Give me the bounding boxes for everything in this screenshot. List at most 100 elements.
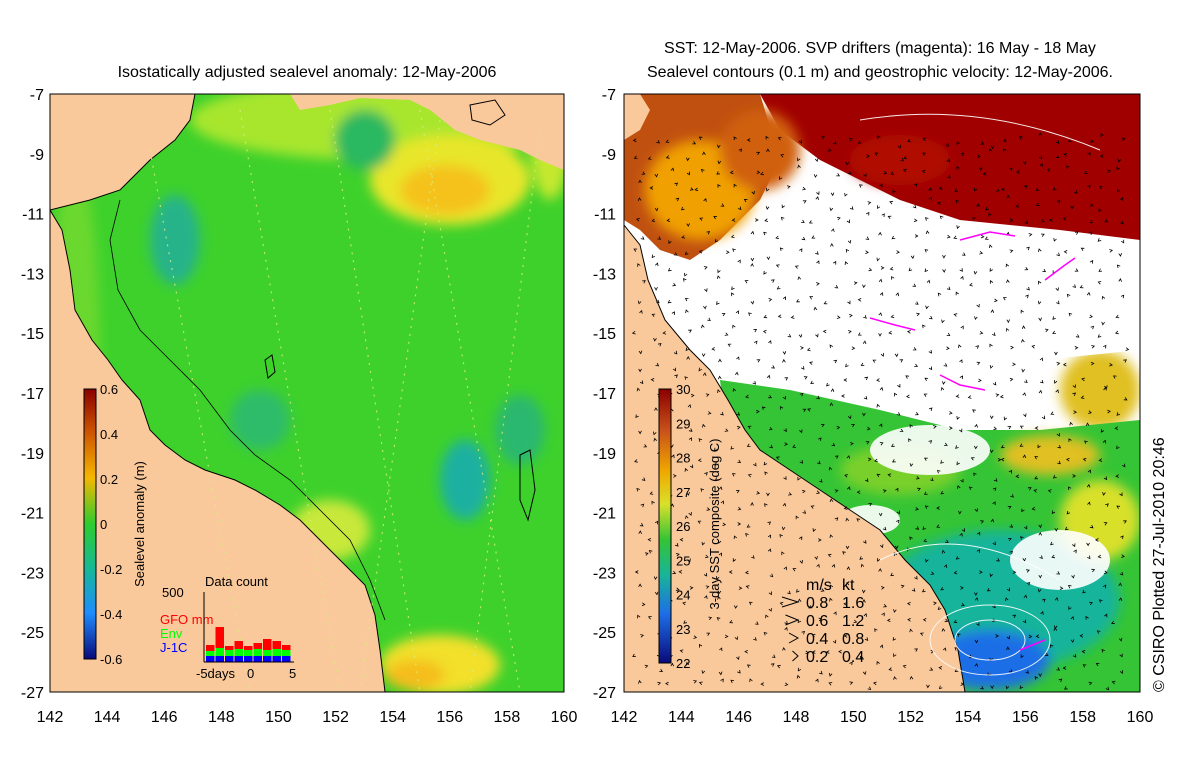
- velocity-arrow: [868, 503, 873, 507]
- velocity-arrow: [650, 378, 655, 382]
- velocity-arrow: [766, 187, 770, 192]
- velocity-arrow: [1115, 474, 1120, 478]
- velocity-arrow: [1003, 148, 1007, 153]
- lat-tick-right-3: -13: [593, 266, 616, 283]
- velocity-arrow: [865, 478, 869, 483]
- velocity-arrow: [775, 235, 780, 240]
- legend-env: Env: [160, 626, 183, 641]
- data-count-bar-segment: [282, 656, 291, 662]
- velocity-arrow: [648, 550, 653, 554]
- velocity-arrow: [903, 155, 908, 160]
- velocity-arrow: [902, 168, 907, 173]
- velocity-arrow: [731, 292, 735, 297]
- data-count-inset: Data count 500 GFO mm Env J-1C -5days 0 …: [160, 574, 296, 681]
- velocity-arrow: [933, 601, 937, 606]
- velocity-arrow: [668, 240, 672, 245]
- velocity-arrow: [975, 345, 980, 349]
- velocity-arrow: [779, 176, 783, 181]
- sea-level-colorbar: [83, 388, 97, 660]
- velocity-arrow: [982, 171, 987, 176]
- data-count-bar-segment: [253, 643, 262, 649]
- velocity-arrow: [689, 586, 694, 590]
- data-count-bar-segment: [263, 650, 272, 656]
- velocity-arrow: [697, 458, 702, 462]
- velocity-arrow: [866, 154, 871, 158]
- velocity-arrow: [865, 250, 869, 254]
- velocity-arrow: [954, 647, 959, 651]
- velocity-arrow: [808, 220, 813, 224]
- velocity-arrow: [802, 186, 807, 191]
- velocity-arrow: [955, 291, 959, 296]
- left-longitude-ticks: 142 144 146 148 150 152 154 156 158 160: [37, 709, 578, 726]
- velocity-arrow: [745, 533, 749, 537]
- velocity-arrow: [743, 198, 748, 203]
- velocity-arrow: [828, 466, 833, 471]
- velocity-arrow: [717, 160, 722, 165]
- velocity-arrow: [784, 682, 789, 686]
- velocity-arrow: [1005, 685, 1010, 690]
- velocity-arrow: [1009, 167, 1013, 172]
- lon-tick-left-5: 152: [322, 709, 349, 726]
- velocity-arrow: [771, 654, 776, 659]
- velocity-arrow: [775, 456, 780, 460]
- velocity-arrow: [828, 148, 832, 153]
- velocity-arrow: [878, 568, 882, 572]
- velocity-arrow: [909, 536, 913, 541]
- velocity-arrow: [893, 653, 897, 658]
- velocity-arrow: [929, 667, 934, 671]
- velocity-arrow: [816, 191, 820, 196]
- velocity-arrow: [701, 324, 705, 329]
- velocity-arrow: [940, 386, 945, 391]
- velocity-arrow: [637, 614, 641, 619]
- velocity-arrow: [632, 653, 636, 657]
- velocity-arrow: [768, 394, 772, 399]
- lon-tick-left-3: 148: [208, 709, 235, 726]
- velocity-arrow: [1119, 670, 1123, 674]
- velocity-arrow: [914, 648, 919, 652]
- velocity-arrow: [856, 518, 861, 522]
- data-count-bar-segment: [272, 641, 281, 649]
- velocity-arrow: [719, 647, 723, 652]
- sst-tick-8: 22: [676, 656, 690, 671]
- velocity-arrow: [1063, 153, 1068, 157]
- velocity-arrow: [684, 272, 688, 277]
- velocity-arrow: [992, 604, 996, 609]
- left-panel-title: Isostatically adjusted sealevel anomaly:…: [117, 64, 497, 81]
- velocity-arrow: [1020, 309, 1024, 314]
- velocity-arrow: [640, 634, 645, 638]
- velocity-arrow: [945, 143, 949, 148]
- velocity-arrow: [688, 329, 692, 333]
- velocity-arrow: [914, 183, 918, 187]
- velocity-arrow: [680, 206, 685, 211]
- velocity-legend-kt-header: kt: [842, 577, 855, 594]
- velocity-arrow: [684, 376, 688, 380]
- velocity-arrow: [656, 299, 660, 304]
- velocity-arrow: [732, 558, 737, 562]
- velocity-arrow: [999, 394, 1004, 399]
- velocity-arrow: [802, 510, 807, 514]
- velocity-arrow: [1105, 686, 1110, 691]
- velocity-arrow: [1062, 666, 1067, 670]
- velocity-arrow: [1035, 202, 1040, 207]
- velocity-arrow: [986, 588, 991, 592]
- velocity-arrow: [737, 669, 741, 674]
- velocity-arrow: [989, 148, 993, 153]
- velocity-arrow: [701, 670, 706, 675]
- velocity-arrow: [936, 506, 940, 510]
- velocity-arrow: [1051, 510, 1056, 515]
- left-latitude-ticks: -7 -9 -11 -13 -15 -17 -19 -21 -23 -25 -27: [21, 87, 44, 702]
- velocity-arrow: [843, 634, 848, 638]
- velocity-arrow: [1089, 203, 1094, 207]
- velocity-arrow: [729, 170, 734, 175]
- velocity-arrow: [637, 197, 642, 202]
- velocity-arrow: [1118, 582, 1122, 587]
- velocity-arrow: [830, 242, 834, 247]
- lon-tick-left-6: 154: [379, 709, 406, 726]
- velocity-arrow: [980, 234, 985, 239]
- velocity-arrow: [1034, 456, 1039, 460]
- velocity-arrow: [862, 589, 866, 594]
- lon-tick-left-4: 150: [265, 709, 292, 726]
- velocity-arrow: [888, 667, 893, 671]
- velocity-arrow: [883, 170, 888, 175]
- velocity-arrow: [788, 492, 793, 496]
